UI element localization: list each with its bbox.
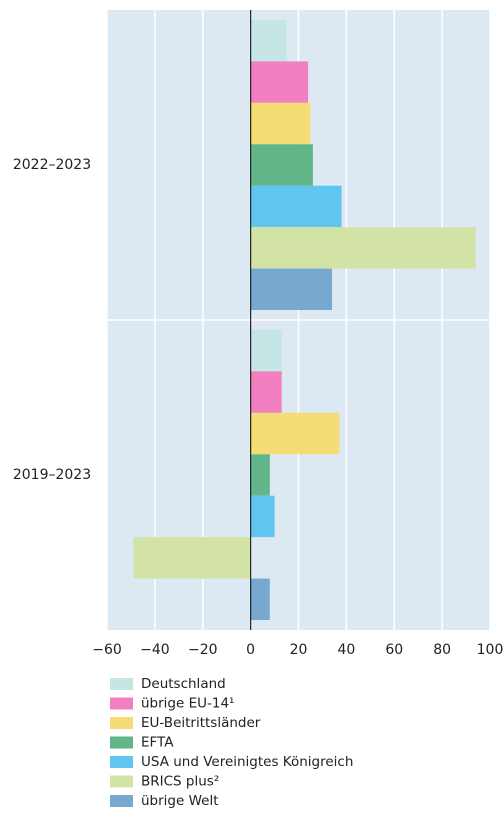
bar xyxy=(250,454,270,496)
x-tick-label: 40 xyxy=(337,642,355,658)
x-tick-label: −60 xyxy=(92,642,122,658)
bar xyxy=(250,20,287,62)
x-tick-label: 80 xyxy=(433,642,451,658)
legend-swatch xyxy=(110,775,133,788)
bar xyxy=(250,371,282,413)
bar xyxy=(250,330,282,372)
bar xyxy=(250,227,476,269)
legend-swatch xyxy=(110,795,133,807)
legend-label: übrige Welt xyxy=(141,793,219,809)
x-tick-label: 60 xyxy=(385,642,403,658)
x-tick-label: 100 xyxy=(477,642,504,658)
x-tick-label: −40 xyxy=(140,642,170,658)
legend-label: USA und Vereinigtes Königreich xyxy=(141,754,353,770)
legend-swatch xyxy=(110,678,133,690)
x-tick-label: −20 xyxy=(188,642,218,658)
legend-label: EFTA xyxy=(141,735,174,751)
bar xyxy=(250,102,311,145)
bar xyxy=(250,185,342,228)
x-tick-label: 20 xyxy=(290,642,308,658)
legend-label: Deutschland xyxy=(141,676,226,692)
legend-swatch xyxy=(110,756,133,768)
legend-label: EU-Beitrittsländer xyxy=(141,715,261,731)
legend-label: BRICS plus² xyxy=(141,774,219,790)
y-tick-label: 2022–2023 xyxy=(13,157,91,173)
bar xyxy=(250,578,270,620)
legend-swatch xyxy=(110,717,133,729)
bar xyxy=(250,268,333,310)
bar xyxy=(250,495,275,538)
legend-swatch xyxy=(110,736,133,749)
legend-label: übrige EU-14¹ xyxy=(141,696,234,712)
legend-swatch xyxy=(110,697,133,710)
y-tick-label: 2019–2023 xyxy=(13,467,91,483)
x-tick-label: 0 xyxy=(246,642,255,658)
bar xyxy=(250,144,313,186)
bar xyxy=(133,537,251,579)
bar xyxy=(250,61,309,103)
bar xyxy=(250,412,340,455)
